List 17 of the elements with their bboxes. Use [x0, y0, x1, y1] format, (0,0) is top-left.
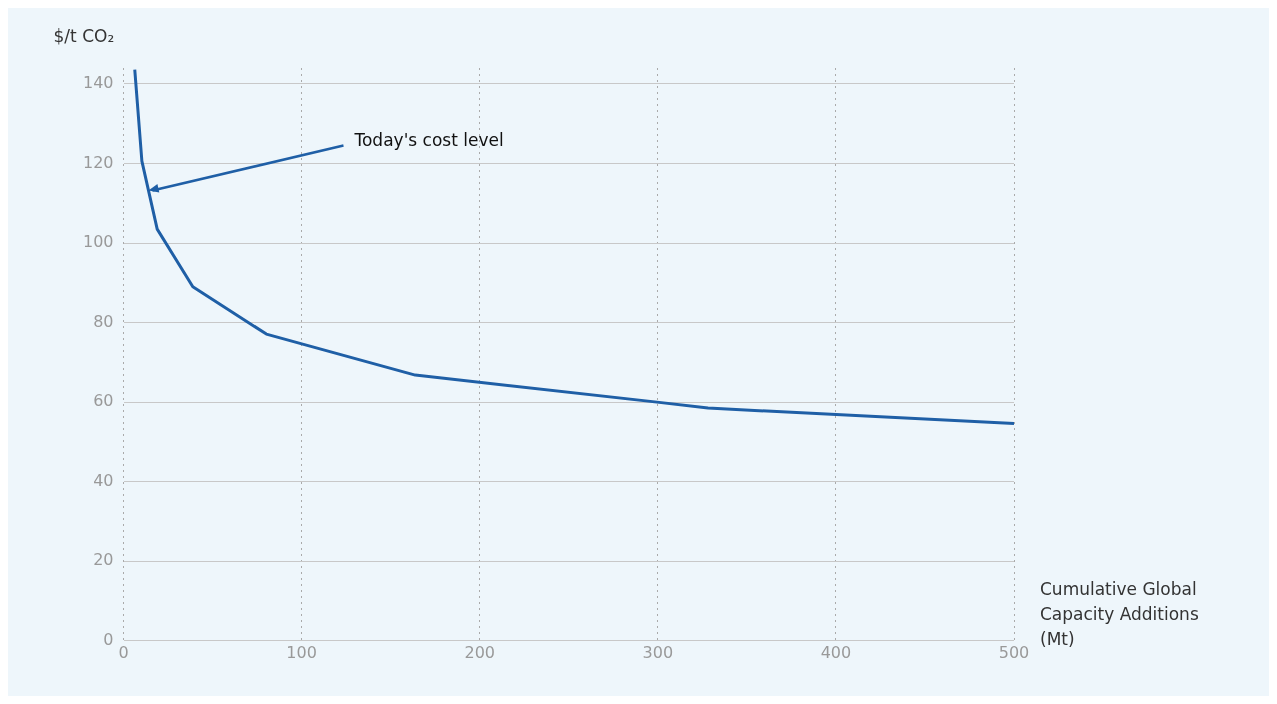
x-tick-label: 100	[286, 642, 317, 662]
y-axis-title: $/t CO₂	[53, 25, 115, 46]
y-tick-label: 0	[103, 629, 114, 649]
x-tick-label: 0	[118, 642, 129, 662]
x-tick-label: 400	[820, 642, 852, 662]
y-tick-label: 100	[82, 232, 114, 252]
y-tick-label: 120	[82, 152, 114, 172]
y-tick-label: 40	[93, 470, 114, 490]
annotation: Today's cost level	[353, 129, 504, 150]
x-tick-label: 500	[998, 642, 1030, 662]
x-axis-title: Cumulative Global Capacity Additions (Mt)	[1040, 579, 1199, 650]
y-tick-label: 20	[93, 550, 114, 570]
x-tick-label: 300	[642, 642, 674, 662]
y-tick-label: 60	[93, 391, 114, 411]
y-tick-label: 140	[82, 73, 114, 93]
y-tick-label: 80	[93, 311, 114, 331]
x-tick-label: 200	[464, 642, 495, 662]
